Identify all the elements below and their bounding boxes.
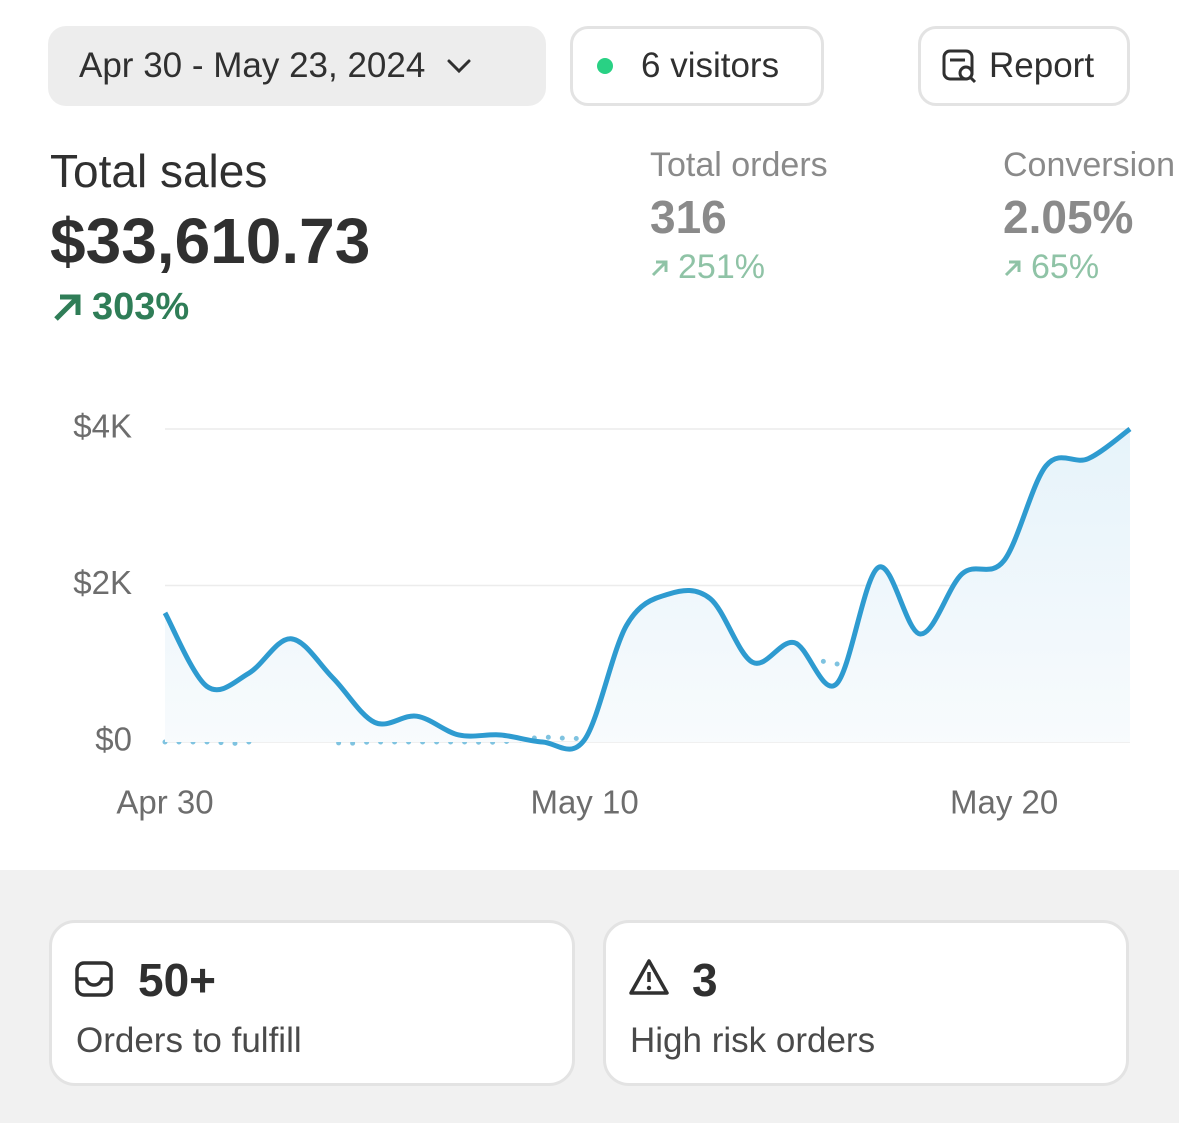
metric-value: $33,610.73 — [50, 205, 371, 277]
card-label: High risk orders — [630, 1021, 876, 1060]
visitors: 6 visitors — [641, 46, 780, 85]
summary-section: 50+ Orders to fulfill 3 High risk orders — [0, 870, 1179, 1123]
area — [165, 429, 1130, 750]
chart: $0 $2K $4K Apr 30 May 10 May 20 — [73, 408, 1133, 821]
visitors-button[interactable]: 6 visitors — [570, 26, 824, 106]
card-value: 50+ — [138, 954, 217, 1006]
report-icon — [942, 49, 977, 84]
x-tick-label: May 10 — [530, 784, 638, 821]
card-label: Orders to fulfill — [76, 1021, 302, 1060]
metric-value: 2.05% — [1003, 191, 1134, 243]
metric-change-value: 65% — [1031, 248, 1100, 286]
y-tick-label: $0 — [95, 721, 132, 758]
metric-change: 65% — [1003, 248, 1099, 287]
date-range: Apr 30 - May 23, 2024 — [79, 46, 426, 85]
report-button[interactable]: Report — [918, 26, 1130, 106]
up-arrow-icon — [54, 294, 81, 321]
inbox-icon — [75, 961, 113, 997]
risk-card[interactable]: 3 High risk orders — [603, 920, 1129, 1086]
live-dot — [597, 58, 613, 74]
report: Report — [989, 46, 1095, 85]
up-arrow-icon — [1004, 260, 1021, 276]
metric-label: Total sales — [50, 145, 268, 197]
warning-icon — [629, 959, 669, 995]
metric-change-value: 251% — [678, 248, 765, 286]
line — [162, 426, 1132, 752]
card-value: 3 — [692, 954, 718, 1006]
chevron-icon — [447, 59, 471, 74]
x-tick-label: May 20 — [950, 784, 1058, 821]
y-tick-label: $2K — [73, 564, 132, 601]
date-range-button[interactable]: Apr 30 - May 23, 2024 — [48, 26, 546, 106]
metric-value: 316 — [650, 191, 727, 243]
up-arrow-icon — [651, 260, 668, 276]
metric-label: Total orders — [650, 146, 828, 184]
metric-change-value: 303% — [92, 286, 190, 328]
orders-card[interactable]: 50+ Orders to fulfill — [49, 920, 575, 1086]
metric-label: Conversion — [1003, 146, 1175, 184]
metric-change: 251% — [650, 248, 765, 287]
x-tick-label: Apr 30 — [116, 784, 213, 821]
y-tick-label: $4K — [73, 408, 132, 445]
metric-change: 303% — [50, 286, 189, 329]
